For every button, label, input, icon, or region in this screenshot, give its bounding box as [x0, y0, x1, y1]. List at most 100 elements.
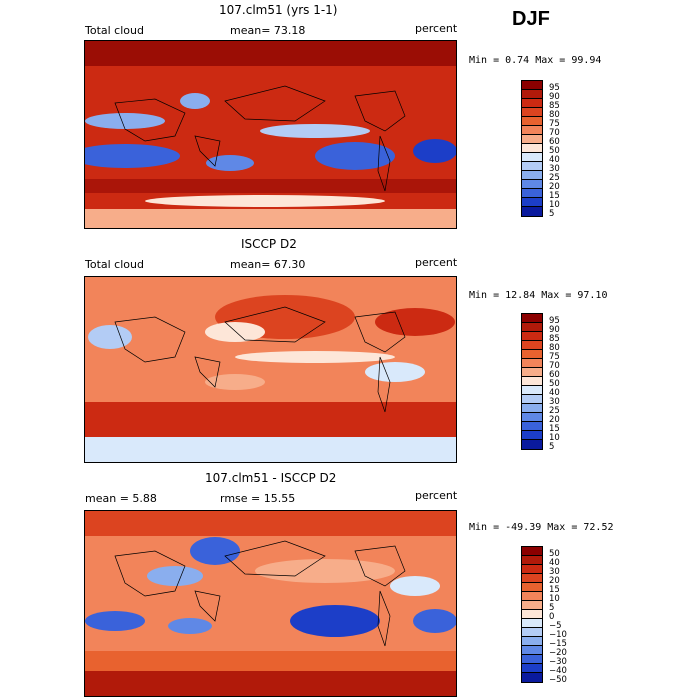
swatch: [522, 108, 542, 117]
panel-1-variable-label: Total cloud: [85, 24, 144, 37]
swatch: [522, 207, 542, 216]
swatch: [522, 655, 542, 664]
tick-label: 25: [549, 173, 560, 183]
swatch: [522, 350, 542, 359]
tick-label: −30: [549, 657, 567, 667]
panel-3-map: [84, 510, 457, 697]
panel-1-heatmap: [85, 41, 456, 228]
swatch: [522, 601, 542, 610]
panel-1-title: 107.clm51 (yrs 1-1): [219, 3, 338, 17]
swatch: [522, 386, 542, 395]
panel-3-minmax: Min = -49.39 Max = 72.52: [469, 522, 614, 533]
panel-3-mean: mean = 5.88: [85, 492, 157, 505]
swatch: [522, 610, 542, 619]
tick-label: 95: [549, 316, 560, 326]
panel-1-units: percent: [415, 22, 458, 35]
tick-label: 40: [549, 155, 560, 165]
tick-label: 70: [549, 361, 560, 371]
tick-label: 60: [549, 370, 560, 380]
swatch: [522, 341, 542, 350]
swatch: [522, 413, 542, 422]
tick-label: −15: [549, 639, 567, 649]
tick-label: 70: [549, 128, 560, 138]
swatch: [522, 664, 542, 673]
tick-label: 15: [549, 191, 560, 201]
tick-label: 30: [549, 164, 560, 174]
swatch: [522, 81, 542, 90]
tick-label: 20: [549, 576, 560, 586]
swatch: [522, 126, 542, 135]
tick-label: 5: [549, 603, 555, 613]
tick-label: −40: [549, 666, 567, 676]
panel-3-rmse: rmse = 15.55: [220, 492, 296, 505]
swatch: [522, 440, 542, 449]
panel-3-title: 107.clm51 - ISCCP D2: [205, 471, 337, 485]
swatch: [522, 135, 542, 144]
tick-label: 20: [549, 182, 560, 192]
tick-label: 75: [549, 119, 560, 129]
swatch: [522, 619, 542, 628]
panel-2-minmax: Min = 12.84 Max = 97.10: [469, 290, 608, 301]
swatch: [522, 431, 542, 440]
tick-label: 25: [549, 406, 560, 416]
swatch: [522, 673, 542, 682]
tick-label: 30: [549, 567, 560, 577]
swatch: [522, 144, 542, 153]
panel-3-colorbar: [521, 546, 543, 683]
swatch: [522, 574, 542, 583]
season-label: DJF: [512, 8, 550, 30]
panel-2-title: ISCCP D2: [241, 237, 297, 251]
swatch: [522, 422, 542, 431]
swatch: [522, 198, 542, 207]
tick-label: 30: [549, 397, 560, 407]
swatch: [522, 99, 542, 108]
tick-label: 80: [549, 343, 560, 353]
tick-label: 50: [549, 379, 560, 389]
tick-label: 50: [549, 146, 560, 156]
swatch: [522, 637, 542, 646]
tick-label: 50: [549, 549, 560, 559]
swatch: [522, 189, 542, 198]
tick-label: 10: [549, 200, 560, 210]
tick-label: 5: [549, 442, 555, 452]
tick-label: 80: [549, 110, 560, 120]
tick-label: −10: [549, 630, 567, 640]
tick-label: 5: [549, 209, 555, 219]
swatch: [522, 359, 542, 368]
tick-label: 85: [549, 334, 560, 344]
panel-1-colorbar: [521, 80, 543, 217]
tick-label: 85: [549, 101, 560, 111]
swatch: [522, 162, 542, 171]
swatch: [522, 628, 542, 637]
swatch: [522, 565, 542, 574]
tick-label: 15: [549, 585, 560, 595]
swatch: [522, 547, 542, 556]
tick-label: 10: [549, 433, 560, 443]
tick-label: 95: [549, 83, 560, 93]
tick-label: 90: [549, 325, 560, 335]
panel-2-heatmap: [85, 277, 456, 462]
panel-1-minmax: Min = 0.74 Max = 99.94: [469, 55, 602, 66]
panel-3-heatmap: [85, 511, 456, 696]
tick-label: 0: [549, 612, 555, 622]
tick-label: 15: [549, 424, 560, 434]
tick-label: 90: [549, 92, 560, 102]
swatch: [522, 646, 542, 655]
tick-label: 60: [549, 137, 560, 147]
swatch: [522, 592, 542, 601]
swatch: [522, 404, 542, 413]
swatch: [522, 395, 542, 404]
swatch: [522, 323, 542, 332]
swatch: [522, 314, 542, 323]
panel-1-mean: mean= 73.18: [230, 24, 306, 37]
swatch: [522, 90, 542, 99]
panel-2-variable-label: Total cloud: [85, 258, 144, 271]
swatch: [522, 117, 542, 126]
swatch: [522, 556, 542, 565]
swatch: [522, 153, 542, 162]
tick-label: 40: [549, 558, 560, 568]
tick-label: −20: [549, 648, 567, 658]
panel-3-units: percent: [415, 489, 458, 502]
swatch: [522, 332, 542, 341]
tick-label: −5: [549, 621, 562, 631]
